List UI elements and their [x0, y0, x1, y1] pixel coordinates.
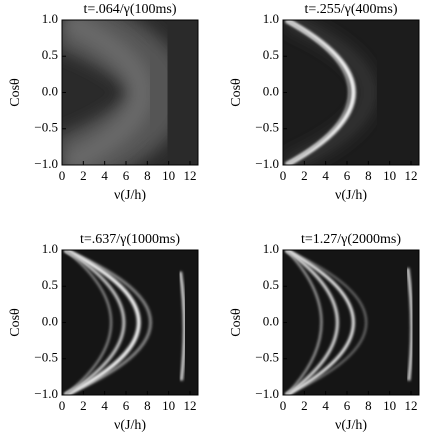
density-band [285, 250, 323, 395]
y-tick-label: −1.0 [34, 386, 58, 401]
y-tick-label: 0.0 [42, 313, 58, 328]
x-tick-label: 8 [365, 398, 372, 413]
x-tick-label: 2 [301, 168, 308, 183]
panel-title: t=1.27/γ(2000ms) [301, 232, 401, 247]
y-axis-label: Cosθ [229, 78, 244, 107]
density-band [283, 20, 376, 165]
y-tick-label: 0.0 [263, 313, 279, 328]
y-tick-label: 0.0 [42, 83, 58, 98]
x-axis-label: ν(J/h) [335, 188, 367, 203]
x-tick-label: 6 [344, 398, 351, 413]
y-tick-label: −1.0 [255, 156, 279, 171]
panel-title: t=.255/γ(400ms) [304, 2, 397, 17]
x-tick-label: 4 [101, 168, 108, 183]
density-image [62, 250, 198, 395]
density-image [283, 20, 419, 165]
panel-title: t=.637/γ(1000ms) [80, 232, 180, 247]
density-band [285, 250, 355, 395]
x-tick-label: 8 [365, 168, 372, 183]
density-background [62, 250, 198, 395]
y-tick-label: −1.0 [34, 156, 58, 171]
y-tick-label: −0.5 [255, 120, 279, 135]
y-tick-label: 0.5 [42, 47, 58, 62]
y-axis-label: Cosθ [229, 308, 244, 337]
panel: t=.064/γ(100ms) 0 2 4 6 8 10 12 −1.0 −0.5 0.0 0.5 1.… [8, 2, 199, 203]
density-streak [406, 267, 414, 381]
density-band [64, 250, 126, 395]
x-tick-label: 8 [144, 168, 151, 183]
density-band [285, 250, 367, 395]
density-band [285, 20, 351, 165]
x-tick-label: 6 [123, 168, 130, 183]
x-tick-label: 0 [59, 168, 66, 183]
x-tick-label: 4 [101, 398, 108, 413]
density-image [283, 250, 419, 395]
y-tick-label: −0.5 [255, 350, 279, 365]
density-streak [178, 271, 186, 381]
x-tick-label: 10 [383, 398, 396, 413]
x-tick-label: 10 [383, 168, 396, 183]
panel: t=.255/γ(400ms) 0 2 4 6 8 10 12 −1.0 −0.5 0.0 0.5 1.… [229, 2, 420, 203]
density-band [64, 250, 141, 395]
panel: t=1.27/γ(2000ms) 0 2 4 6 8 10 12 −1.0 −0.5 0.0 0.5 1… [229, 232, 420, 433]
y-tick-label: 0.5 [263, 47, 279, 62]
density-band [285, 20, 356, 165]
y-tick-label: −0.5 [34, 350, 58, 365]
panel: t=.637/γ(1000ms) 0 2 4 6 8 10 12 −1.0 −0.5 0.0 0.5 1… [8, 232, 199, 433]
y-axis-label: Cosθ [8, 308, 23, 337]
density-band [64, 250, 112, 395]
y-tick-label: −1.0 [255, 386, 279, 401]
x-tick-label: 0 [59, 398, 66, 413]
x-axis-label: ν(J/h) [114, 418, 146, 433]
x-tick-label: 8 [144, 398, 151, 413]
y-tick-label: −0.5 [34, 120, 58, 135]
x-axis-label: ν(J/h) [335, 418, 367, 433]
x-axis-label: ν(J/h) [114, 188, 146, 203]
x-tick-label: 10 [162, 398, 175, 413]
y-tick-label: 0.0 [263, 83, 279, 98]
x-tick-label: 12 [405, 398, 418, 413]
density-image [62, 20, 198, 165]
x-tick-label: 2 [80, 398, 87, 413]
density-band [64, 250, 153, 395]
x-tick-label: 6 [123, 398, 130, 413]
y-tick-label: 0.5 [42, 277, 58, 292]
x-tick-label: 4 [322, 168, 329, 183]
x-tick-label: 12 [405, 168, 418, 183]
x-tick-label: 4 [322, 398, 329, 413]
density-band [285, 250, 339, 395]
x-tick-label: 12 [184, 168, 197, 183]
x-tick-label: 12 [184, 398, 197, 413]
panel-title: t=.064/γ(100ms) [83, 2, 176, 17]
x-tick-label: 0 [280, 168, 287, 183]
y-tick-label: 1.0 [263, 241, 279, 256]
x-tick-label: 0 [280, 398, 287, 413]
y-tick-label: 1.0 [42, 241, 58, 256]
density-band [62, 20, 153, 165]
x-tick-label: 10 [162, 168, 175, 183]
y-axis-label: Cosθ [8, 78, 23, 107]
x-tick-label: 6 [344, 168, 351, 183]
x-tick-label: 2 [301, 398, 308, 413]
y-tick-label: 0.5 [263, 277, 279, 292]
y-tick-label: 1.0 [263, 11, 279, 26]
x-tick-label: 2 [80, 168, 87, 183]
y-tick-label: 1.0 [42, 11, 58, 26]
